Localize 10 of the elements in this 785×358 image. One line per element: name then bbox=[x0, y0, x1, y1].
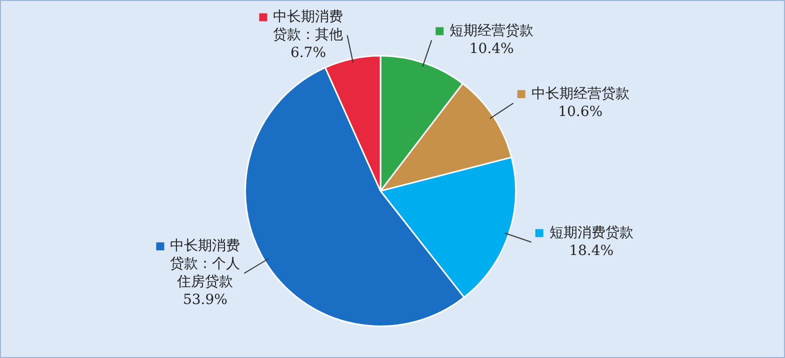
legend-label: 中长期消费贷款：个人住房贷款 bbox=[170, 238, 240, 290]
data-label: 10.6% bbox=[558, 104, 603, 120]
data-label: 53.9% bbox=[182, 292, 228, 308]
data-label: 6.7% bbox=[290, 44, 326, 61]
legend-label: 中长期经营贷款 bbox=[531, 86, 630, 102]
data-label: 10.4% bbox=[469, 40, 514, 57]
data-label: 18.4% bbox=[569, 242, 614, 259]
legend-label: 短期消费贷款 bbox=[549, 224, 634, 241]
legend-label: 中长期消费贷款：其他 bbox=[273, 8, 344, 43]
legend-label: 短期经营贷款 bbox=[450, 22, 534, 39]
